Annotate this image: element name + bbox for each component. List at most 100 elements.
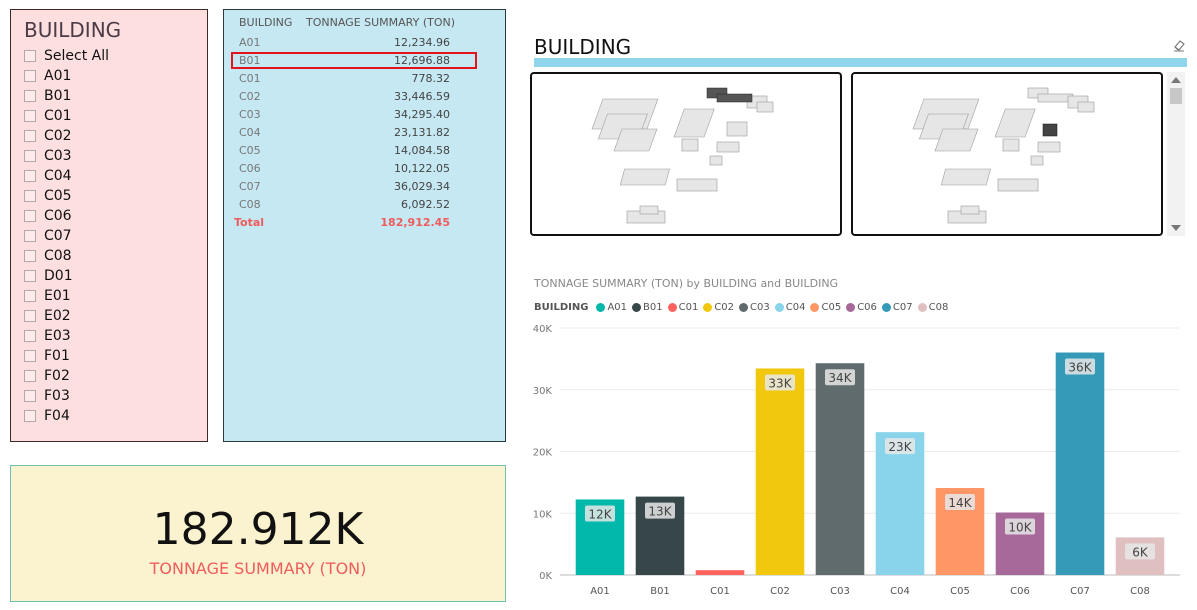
slicer-item[interactable]: D01 [24,266,109,286]
checkbox[interactable] [24,310,36,322]
bar-chart: 0K 10K 20K 30K 40K A01 12K B01 13K C01 C02 33K C03 34… [533,324,1180,597]
slicer-item[interactable]: A01 [24,66,109,86]
header-building[interactable]: BUILDING [239,16,293,29]
legend-title: BUILDING [534,302,589,313]
table-row[interactable]: C06 10,122.05 [239,160,499,178]
slicer-item-label: F02 [44,368,70,384]
table-row[interactable]: C08 6,092.52 [239,196,499,214]
scroll-up-arrow-icon[interactable] [1171,77,1181,83]
scroll-thumb[interactable] [1170,88,1182,104]
legend-item[interactable]: C06 [846,302,877,313]
slicer-item[interactable]: C05 [24,186,109,206]
slicer-title: BUILDING [24,18,122,42]
checkbox[interactable] [24,410,36,422]
data-label: 13K [648,505,672,519]
slicer-item[interactable]: F01 [24,346,109,366]
table-row[interactable]: C01 778.32 [239,70,499,88]
card-value: 182.912K [152,504,364,555]
slicer-item[interactable]: E01 [24,286,109,306]
cell-building: C02 [239,90,261,103]
cell-tonnage: 12,696.88 [394,54,450,67]
slicer-item[interactable]: C03 [24,146,109,166]
checkbox[interactable] [24,110,36,122]
slicer-item-label: C06 [44,208,72,224]
checkbox[interactable] [24,250,36,262]
slicer-item[interactable]: E03 [24,326,109,346]
slicer-item[interactable]: E02 [24,306,109,326]
legend-item[interactable]: C04 [774,302,805,313]
slicer-item-label: E01 [44,288,71,304]
slicer-item[interactable]: C06 [24,206,109,226]
bar[interactable] [875,432,925,575]
data-label-bg [765,374,795,391]
bar[interactable] [755,368,805,575]
image-scrollbar[interactable] [1167,72,1185,236]
bar[interactable] [695,570,745,575]
legend-item[interactable]: C01 [667,302,698,313]
checkbox[interactable] [24,190,36,202]
checkbox[interactable] [24,330,36,342]
slicer-item[interactable]: B01 [24,86,109,106]
chart-title: TONNAGE SUMMARY (TON) by BUILDING and BU… [534,277,839,290]
data-label: 12K [588,507,612,521]
slicer-item[interactable]: F04 [24,406,109,426]
header-tonnage[interactable]: TONNAGE SUMMARY (TON) [306,16,456,29]
checkbox[interactable] [24,50,36,62]
table-row[interactable]: C02 33,446.59 [239,88,499,106]
legend-item[interactable]: B01 [632,302,663,313]
slicer-item-label: E02 [44,308,71,324]
legend-item[interactable]: C03 [739,302,770,313]
checkbox[interactable] [24,270,36,282]
cell-building: C03 [239,108,261,121]
legend-label: C07 [892,302,913,313]
slicer-item[interactable]: Select All [24,46,109,66]
checkbox[interactable] [24,370,36,382]
slicer-item-label: C08 [44,248,72,264]
legend-swatch [810,303,820,312]
data-label: 6K [1132,545,1149,559]
slicer-item[interactable]: C08 [24,246,109,266]
cell-tonnage: 33,446.59 [394,90,450,103]
slicer-item[interactable]: C01 [24,106,109,126]
data-label-bg [585,505,615,522]
table-row[interactable]: C05 14,084.58 [239,142,499,160]
legend-item[interactable]: C07 [881,302,913,313]
x-tick-label: C03 [830,586,850,597]
building-image-2[interactable] [851,72,1163,236]
table-row[interactable]: C03 34,295.40 [239,106,499,124]
building-image-1[interactable] [530,72,842,236]
checkbox[interactable] [24,90,36,102]
checkbox[interactable] [24,70,36,82]
eraser-icon[interactable] [1172,38,1186,52]
checkbox[interactable] [24,210,36,222]
slicer-item[interactable]: C07 [24,226,109,246]
checkbox[interactable] [24,230,36,242]
bar[interactable] [815,363,865,575]
table-row[interactable]: A01 12,234.96 [239,34,499,52]
slicer-item-label: E03 [44,328,71,344]
slicer-item[interactable]: F02 [24,366,109,386]
legend-label: A01 [607,302,628,313]
slicer-item[interactable]: C02 [24,126,109,146]
checkbox[interactable] [24,150,36,162]
legend-item[interactable]: C02 [703,302,734,313]
legend-item[interactable]: C08 [917,302,949,313]
checkbox[interactable] [24,350,36,362]
legend-swatch [703,303,713,312]
checkbox[interactable] [24,390,36,402]
checkbox[interactable] [24,170,36,182]
slicer-item[interactable]: C04 [24,166,109,186]
slicer-item[interactable]: F03 [24,386,109,406]
scroll-down-arrow-icon[interactable] [1171,225,1181,231]
legend-item[interactable]: C05 [810,302,841,313]
image-section-title: BUILDING [534,35,632,59]
checkbox[interactable] [24,290,36,302]
table-row[interactable]: C07 36,029.34 [239,178,499,196]
table-row[interactable]: C04 23,131.82 [239,124,499,142]
checkbox[interactable] [24,130,36,142]
cell-tonnage: 12,234.96 [394,36,450,49]
legend-item[interactable]: A01 [596,302,627,313]
legend-label: C08 [928,302,949,313]
table-row[interactable]: B01 12,696.88 [239,52,499,70]
bar[interactable] [1055,352,1105,575]
